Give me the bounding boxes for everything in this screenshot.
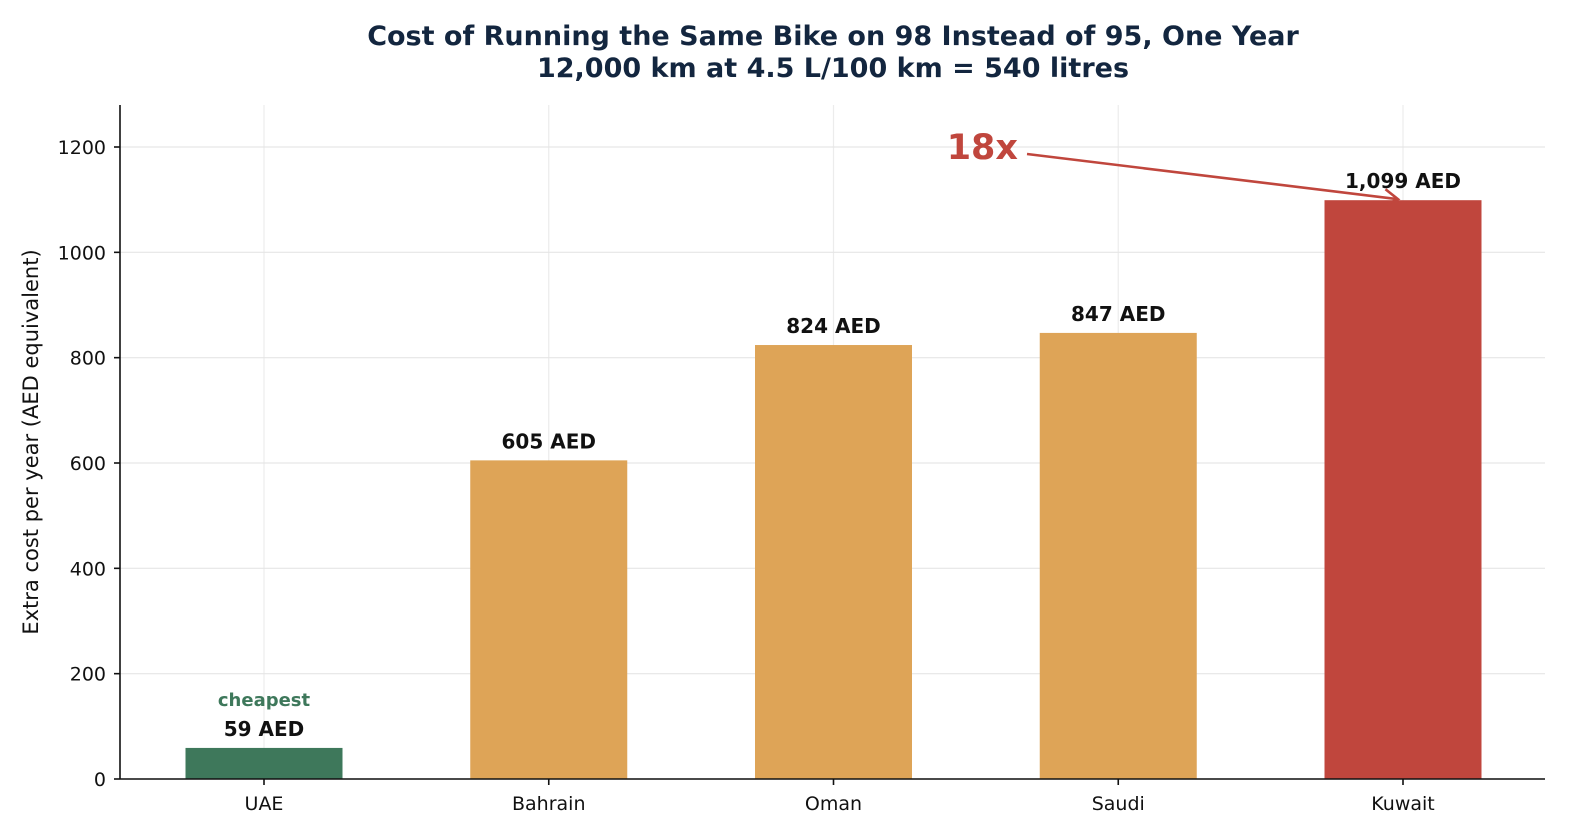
cheapest-annotation: cheapest [218,690,311,711]
bar-oman [755,345,912,779]
callout-arrow-line [1026,152,1399,201]
tick-labels: 0 200 400 600 800 1000 1200 UAE Bahrain Oman Saudi… [58,137,1435,815]
y-tick-label: 200 [70,664,106,686]
bar-uae [185,747,343,779]
data-label: 605 AED [502,429,596,453]
data-labels: 59 AED 605 AED 824 AED 847 AED 1,099 AED [224,169,1461,741]
y-axis-label: Extra cost per year (AED equivalent) [19,249,43,634]
annotations: cheapest 18x [218,128,1401,711]
bar-bahrain [470,460,628,779]
data-label: 1,099 AED [1345,169,1461,193]
x-tick-label: Bahrain [512,793,586,815]
y-tick-label: 800 [70,348,106,370]
chart-subtitle: 12,000 km at 4.5 L/100 km = 540 litres [537,53,1129,84]
data-label: 59 AED [224,717,305,741]
y-tick-label: 1200 [58,137,106,159]
x-tick-label: Kuwait [1371,793,1434,815]
x-tick-label: Oman [805,793,862,815]
ratio-callout: 18x [947,128,1019,168]
bar-kuwait [1324,200,1482,779]
data-label: 847 AED [1071,302,1165,326]
x-tick-label: Saudi [1092,793,1145,815]
axes [119,105,1545,780]
y-tick-label: 0 [94,769,106,791]
callout-arrowhead [1382,188,1401,208]
y-tick-label: 600 [70,453,106,475]
y-tick-label: 1000 [58,242,106,264]
bars [185,200,1482,779]
y-tick-label: 400 [70,558,106,580]
chart-title: Cost of Running the Same Bike on 98 Inst… [367,21,1299,52]
data-label: 824 AED [786,314,880,338]
bar-saudi [1039,332,1197,779]
x-tick-label: UAE [245,793,284,815]
